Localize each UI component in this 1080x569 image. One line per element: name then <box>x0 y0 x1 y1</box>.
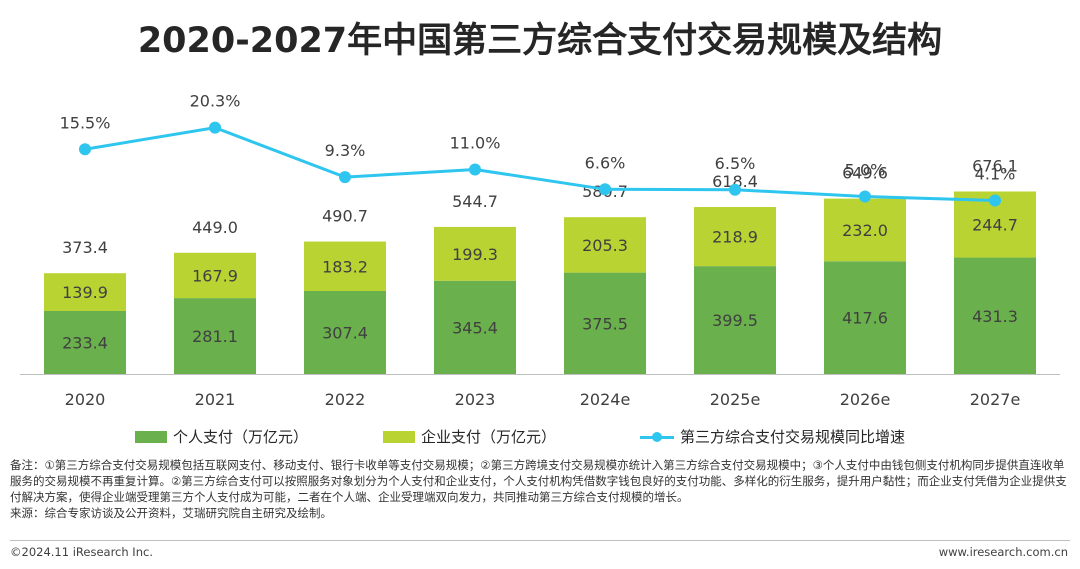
bar-enterprise-2024e <box>564 217 646 273</box>
total-label-2025e: 618.4 <box>712 172 758 191</box>
growth-point-2020 <box>79 143 91 156</box>
bar-enterprise-2020 <box>44 273 126 311</box>
bar-label-enterprise-2020: 139.9 <box>62 283 108 302</box>
growth-point-2027e <box>989 194 1001 207</box>
bar-enterprise-2023 <box>434 226 516 281</box>
bar-personal-2021 <box>174 298 256 374</box>
bar-label-personal-2020: 233.4 <box>62 333 108 352</box>
growth-label-2025e: 6.5% <box>715 154 756 173</box>
growth-line <box>84 126 996 203</box>
bar-enterprise-2022 <box>304 241 386 292</box>
notes: 备注：①第三方综合支付交易规模包括互联网支付、移动支付、银行卡收单等支付交易规模… <box>10 457 1072 521</box>
legend-item-personal: 个人支付（万亿元） <box>135 426 308 447</box>
bar-personal-2024e <box>564 272 646 374</box>
growth-label-2023: 11.0% <box>450 134 501 153</box>
x-tick-label-2027e: 2027e <box>970 390 1021 409</box>
x-tick-label-2026e: 2026e <box>840 390 891 409</box>
total-label-2022: 490.7 <box>322 207 368 226</box>
total-label-2020: 373.4 <box>62 238 108 257</box>
growth-point-2026e <box>859 190 871 203</box>
bar-personal-2025e <box>694 266 776 374</box>
bar-label-personal-2027e: 431.3 <box>972 307 1018 326</box>
bar-personal-2023 <box>434 280 516 374</box>
bar-label-personal-2021: 281.1 <box>192 327 238 346</box>
growth-label-2026e: 5.0% <box>845 161 886 180</box>
x-tick-label-2022: 2022 <box>325 390 366 409</box>
total-label-2026e: 649.6 <box>842 164 888 183</box>
legend-item-growth: 第三方综合支付交易规模同比增速 <box>640 426 905 447</box>
total-label-2021: 449.0 <box>192 218 238 237</box>
stacked-bar-line-chart: 233.4 139.9 373.4 2020 281.1 167.9 449.0 2021 30… <box>20 92 1060 409</box>
growth-point-2022 <box>339 171 351 184</box>
bar-label-enterprise-2026e: 232.0 <box>842 221 888 240</box>
growth-label-2022: 9.3% <box>325 141 366 160</box>
legend-swatch-personal <box>135 430 167 443</box>
x-tick-label-2023: 2023 <box>455 390 496 409</box>
bar-label-personal-2022: 307.4 <box>322 324 368 343</box>
footer-copyright: ©2024.11 iResearch Inc. <box>10 545 153 559</box>
x-tick-label-2020: 2020 <box>65 390 106 409</box>
growth-point-2023 <box>469 163 481 176</box>
x-tick-label-2024e: 2024e <box>580 390 631 409</box>
growth-label-2021: 20.3% <box>190 92 241 111</box>
growth-label-2024e: 6.6% <box>585 153 626 172</box>
bar-label-personal-2025e: 399.5 <box>712 311 758 330</box>
total-label-2027e: 676.1 <box>972 156 1018 175</box>
footer-website: www.iresearch.com.cn <box>938 545 1068 559</box>
legend-swatch-growth <box>640 431 674 443</box>
bar-enterprise-2026e <box>824 198 906 262</box>
legend-item-enterprise: 企业支付（万亿元） <box>383 426 556 447</box>
bar-label-enterprise-2025e: 218.9 <box>712 228 758 247</box>
growth-point-2025e <box>729 183 741 196</box>
bar-label-personal-2024e: 375.5 <box>582 314 628 333</box>
bar-label-enterprise-2021: 167.9 <box>192 266 238 285</box>
notes-source: 来源：综合专家访谈及公开资料，艾瑞研究院自主研究及绘制。 <box>10 506 332 520</box>
growth-point-2021 <box>209 121 221 134</box>
bar-label-enterprise-2022: 183.2 <box>322 257 368 276</box>
growth-label-2020: 15.5% <box>60 113 111 132</box>
bar-enterprise-2025e <box>694 207 776 267</box>
legend-label-enterprise: 企业支付（万亿元） <box>421 428 557 446</box>
x-tick-label-2025e: 2025e <box>710 390 761 409</box>
chart-legend: 个人支付（万亿元） 企业支付（万亿元） 第三方综合支付交易规模同比增速 <box>0 426 1080 448</box>
legend-swatch-enterprise <box>383 430 415 443</box>
legend-label-personal: 个人支付（万亿元） <box>173 428 309 446</box>
bar-enterprise-2021 <box>174 252 256 299</box>
bar-label-enterprise-2023: 199.3 <box>452 245 498 264</box>
legend-label-growth: 第三方综合支付交易规模同比增速 <box>680 428 906 446</box>
bar-label-enterprise-2027e: 244.7 <box>972 216 1018 235</box>
bar-personal-2022 <box>304 291 386 374</box>
bar-personal-2027e <box>954 257 1036 374</box>
bar-label-enterprise-2024e: 205.3 <box>582 236 628 255</box>
bar-label-personal-2023: 345.4 <box>452 318 498 337</box>
bar-label-personal-2026e: 417.6 <box>842 309 888 328</box>
bar-personal-2026e <box>824 261 906 374</box>
bar-personal-2020 <box>44 310 126 374</box>
notes-remark: 备注：①第三方综合支付交易规模包括互联网支付、移动支付、银行卡收单等支付交易规模… <box>10 458 1067 504</box>
growth-point-2024e <box>599 183 611 196</box>
footer-divider <box>10 540 1070 541</box>
chart-title: 2020-2027年中国第三方综合支付交易规模及结构 <box>137 21 943 61</box>
total-label-2023: 544.7 <box>452 192 498 211</box>
growth-label-2027e: 4.1% <box>975 165 1016 184</box>
x-tick-label-2021: 2021 <box>195 390 236 409</box>
